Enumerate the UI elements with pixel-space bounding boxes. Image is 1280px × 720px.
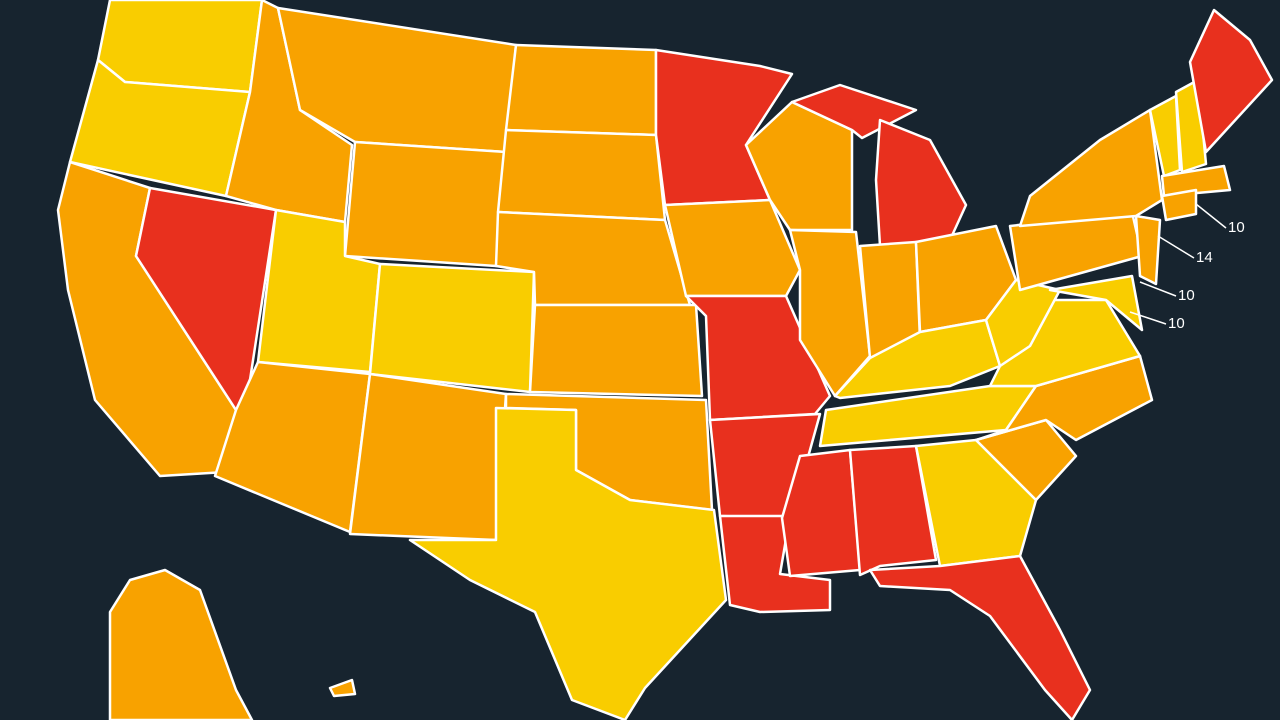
- callouts: 10 14 10 10: [1129, 203, 1245, 332]
- states: [56, 0, 1274, 720]
- florida: [868, 554, 1092, 720]
- state-label: 14: [1196, 249, 1213, 266]
- hawaii: [328, 678, 357, 698]
- alaska: [108, 568, 254, 720]
- mississippi: [780, 448, 862, 578]
- colorado: [368, 262, 536, 394]
- new-jersey: [1134, 214, 1162, 286]
- iowa: [663, 198, 802, 298]
- west-virginia: [984, 278, 1062, 368]
- texas: [408, 406, 728, 720]
- connecticut: [1160, 188, 1198, 222]
- vermont: [1148, 94, 1182, 178]
- alabama: [848, 444, 938, 577]
- kansas: [528, 303, 704, 398]
- leader-line: [1139, 281, 1177, 297]
- state-label: 10: [1228, 219, 1245, 236]
- massachusetts: [1160, 164, 1232, 198]
- arizona: [213, 360, 372, 534]
- wyoming: [343, 140, 508, 268]
- washington: [96, 0, 264, 94]
- south-dakota: [496, 128, 667, 222]
- leader-line: [1157, 235, 1195, 259]
- state-label: 10: [1178, 287, 1195, 304]
- new-mexico: [348, 372, 508, 542]
- state-label: 10: [1168, 315, 1185, 332]
- north-dakota: [504, 43, 658, 137]
- maine: [1188, 8, 1274, 154]
- leader-line: [1129, 311, 1167, 325]
- leader-line: [1195, 203, 1227, 229]
- maryland-delaware: [1048, 274, 1144, 332]
